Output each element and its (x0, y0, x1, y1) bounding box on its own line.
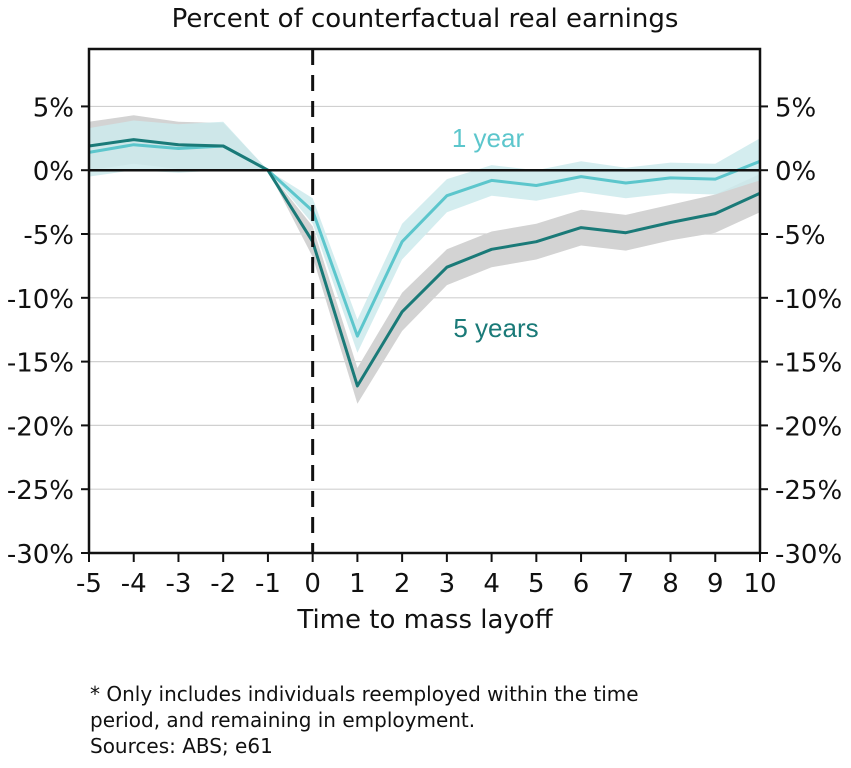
y-tick-label-right-2: -5% (775, 221, 826, 251)
x-tick-label-14: 9 (707, 569, 724, 599)
series-lines (88, 138, 761, 388)
x-tick-label-12: 7 (618, 569, 635, 599)
x-tick-label-3: -2 (210, 569, 236, 599)
reference-lines (89, 49, 760, 553)
y-tick-label-right-5: -20% (775, 412, 842, 442)
x-tick-label-9: 4 (483, 569, 500, 599)
y-tick-label-left-3: -10% (7, 285, 74, 315)
y-tick-label-left-6: -25% (7, 476, 74, 506)
x-tick-label-10: 5 (528, 569, 545, 599)
y-tick-label-right-1: 0% (775, 157, 816, 187)
y-axis-ticks: 5% 5% 0% 0% -5% -5% -10% -10% -15% -15% -20% -20% -2… (7, 93, 842, 570)
x-tick-label-6: 1 (349, 569, 366, 599)
y-tick-label-left-5: -20% (7, 412, 74, 442)
confidence-bands (89, 115, 760, 404)
footnote: * Only includes individuals reemployed w… (90, 681, 639, 759)
y-tick-label-left-2: -5% (23, 221, 74, 251)
footnote-line-2: period, and remaining in employment. (90, 708, 476, 732)
x-tick-label-13: 8 (662, 569, 679, 599)
earnings-chart: Percent of counterfactual real earnings … (7, 4, 842, 635)
x-tick-label-7: 2 (394, 569, 411, 599)
x-tick-label-5: 0 (304, 569, 321, 599)
series-line-1-year (88, 143, 761, 338)
y-tick-label-left-0: 5% (33, 93, 74, 123)
footnote-line-3: Sources: ABS; e61 (90, 734, 273, 758)
series-label-1-year: 1 year (452, 123, 525, 153)
y-tick-label-right-0: 5% (775, 93, 816, 123)
x-axis-label: Time to mass layoff (296, 605, 553, 635)
y-tick-label-right-6: -25% (775, 476, 842, 506)
x-tick-label-4: -1 (255, 569, 281, 599)
y-tick-label-left-1: 0% (33, 157, 74, 187)
footnote-line-1: * Only includes individuals reemployed w… (90, 682, 639, 706)
y-tick-label-right-7: -30% (775, 540, 842, 570)
y-tick-label-left-7: -30% (7, 540, 74, 570)
y-tick-label-left-4: -15% (7, 349, 74, 379)
series-line-5-years (88, 138, 761, 388)
x-tick-label-8: 3 (439, 569, 456, 599)
y-tick-label-right-4: -15% (775, 349, 842, 379)
x-tick-label-11: 6 (573, 569, 590, 599)
chart-title: Percent of counterfactual real earnings (172, 4, 679, 34)
x-tick-label-0: -5 (76, 569, 102, 599)
y-tick-label-right-3: -10% (775, 285, 842, 315)
x-tick-label-2: -3 (165, 569, 191, 599)
series-label-5-years: 5 years (453, 313, 538, 343)
x-axis-ticks: -5 -4 -3 -2 -1 0 1 2 3 4 5 6 7 8 9 10 (76, 553, 777, 599)
plot-frame (87, 47, 762, 555)
x-tick-label-15: 10 (743, 569, 776, 599)
x-tick-label-1: -4 (121, 569, 147, 599)
